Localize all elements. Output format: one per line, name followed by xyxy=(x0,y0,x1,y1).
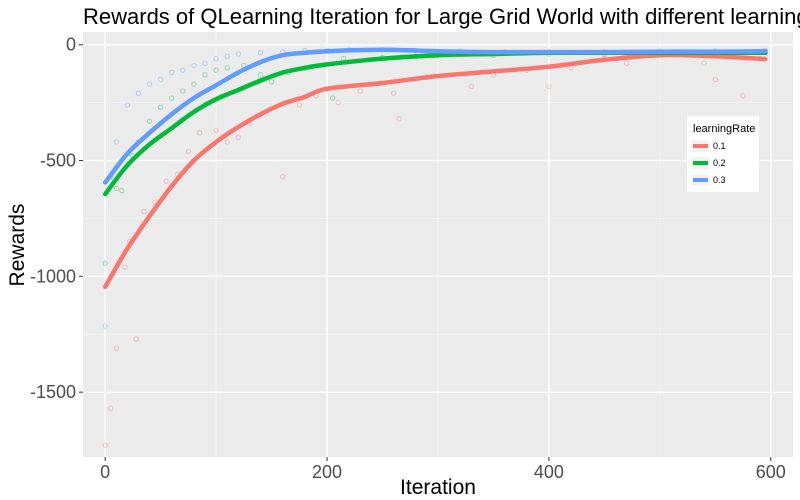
point-lr-0.2 xyxy=(191,81,197,87)
point-lr-0.1 xyxy=(701,60,707,67)
point-lr-0.3 xyxy=(224,53,230,60)
point-lr-0.1 xyxy=(357,88,364,94)
point-lr-0.3 xyxy=(213,55,219,62)
point-lr-0.3 xyxy=(202,60,208,67)
legend-label-lr-0.2: 0.2 xyxy=(713,158,726,168)
series-line-lr-0.1 xyxy=(102,52,768,290)
point-lr-0.2 xyxy=(268,79,275,85)
axis-ticks: 0 200 400 600 0 -500 -1000 -1500 xyxy=(30,35,786,482)
x-tick-label: 200 xyxy=(312,462,342,482)
point-lr-0.1 xyxy=(213,127,219,134)
point-lr-0.1 xyxy=(102,442,108,449)
x-tick-label: 0 xyxy=(100,462,110,482)
legend-label-lr-0.3: 0.3 xyxy=(713,175,726,185)
point-lr-0.1 xyxy=(133,336,140,342)
chart-title: Rewards of QLearning Iteration for Large… xyxy=(83,4,800,29)
point-lr-0.1 xyxy=(390,90,397,97)
x-axis-title: Iteration xyxy=(400,476,476,499)
point-lr-0.3 xyxy=(135,90,142,97)
point-lr-0.1 xyxy=(623,60,630,67)
point-lr-0.2 xyxy=(329,95,336,101)
point-lr-0.2 xyxy=(169,95,175,101)
point-lr-0.3 xyxy=(191,62,197,69)
point-lr-0.3 xyxy=(102,323,108,329)
point-lr-0.2 xyxy=(119,187,125,194)
y-tick-label: 0 xyxy=(66,35,76,55)
point-lr-0.1 xyxy=(279,174,286,180)
legend-label-lr-0.1: 0.1 xyxy=(713,141,726,151)
point-lr-0.1 xyxy=(224,139,230,145)
point-lr-0.3 xyxy=(146,81,153,87)
point-lr-0.2 xyxy=(102,260,108,267)
point-lr-0.2 xyxy=(224,65,230,71)
point-lr-0.3 xyxy=(257,50,264,56)
point-lr-0.1 xyxy=(396,116,402,122)
minor-gridlines xyxy=(83,32,793,457)
point-lr-0.3 xyxy=(235,51,242,57)
point-lr-0.1 xyxy=(163,178,169,185)
point-lr-0.3 xyxy=(113,139,120,145)
point-lr-0.1 xyxy=(185,148,192,155)
legend: learningRate 0.1 0.2 0.3 xyxy=(687,116,759,192)
point-lr-0.2 xyxy=(213,67,219,73)
point-lr-0.2 xyxy=(202,72,208,78)
point-lr-0.2 xyxy=(180,88,186,94)
point-lr-0.1 xyxy=(468,83,475,90)
x-tick-label: 400 xyxy=(534,462,564,482)
legend-items: 0.1 0.2 0.3 xyxy=(692,140,726,186)
point-lr-0.1 xyxy=(235,134,242,141)
y-tick-label: -500 xyxy=(40,151,76,171)
point-lr-0.1 xyxy=(122,264,128,270)
point-lr-0.1 xyxy=(296,102,303,108)
point-lr-0.3 xyxy=(180,67,186,73)
point-lr-0.3 xyxy=(124,102,131,108)
legend-title: learningRate xyxy=(693,123,755,135)
point-lr-0.1 xyxy=(335,99,341,106)
point-lr-0.1 xyxy=(740,92,746,99)
point-lr-0.2 xyxy=(146,118,153,124)
point-lr-0.3 xyxy=(169,69,175,76)
point-lr-0.1 xyxy=(141,208,147,215)
point-lr-0.1 xyxy=(712,76,719,83)
y-tick-label: -1000 xyxy=(30,266,76,286)
point-lr-0.1 xyxy=(113,345,120,351)
point-lr-0.3 xyxy=(157,76,164,83)
y-tick-label: -1500 xyxy=(30,382,76,402)
point-lr-0.1 xyxy=(546,83,552,90)
point-lr-0.2 xyxy=(157,104,164,111)
point-lr-0.2 xyxy=(257,72,264,78)
series-line-lr-0.3 xyxy=(102,47,768,185)
point-lr-0.2 xyxy=(113,185,120,192)
major-gridlines xyxy=(83,32,793,457)
point-lr-0.1 xyxy=(196,129,203,136)
smooth-lines xyxy=(102,47,768,290)
x-tick-label: 600 xyxy=(756,462,786,482)
y-axis-title: Rewards xyxy=(6,204,29,287)
point-lr-0.1 xyxy=(107,405,114,412)
